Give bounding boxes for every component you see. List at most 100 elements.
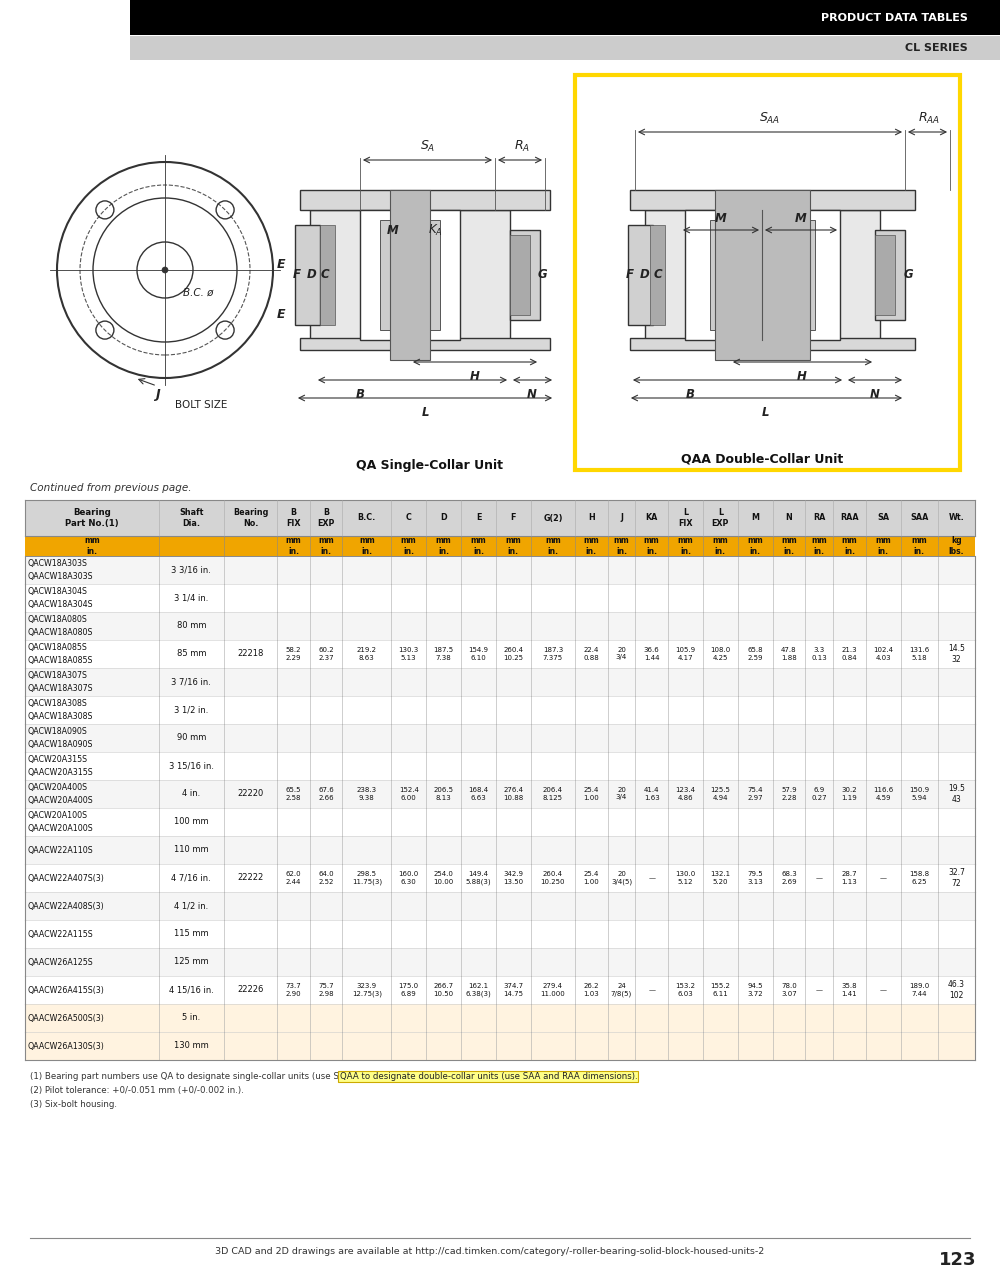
Text: 3.3
0.13: 3.3 0.13 xyxy=(811,648,827,660)
Text: mm
in.: mm in. xyxy=(286,536,301,556)
Text: (3) Six-bolt housing.: (3) Six-bolt housing. xyxy=(30,1100,117,1108)
Text: 123.4
4.86: 123.4 4.86 xyxy=(675,787,695,800)
Text: 160.0
6.30: 160.0 6.30 xyxy=(399,872,419,884)
Text: 130.3
5.13: 130.3 5.13 xyxy=(399,648,419,660)
Text: B
FIX: B FIX xyxy=(286,508,301,527)
Text: kg
lbs.: kg lbs. xyxy=(949,536,964,556)
Text: QACW18A304S: QACW18A304S xyxy=(28,588,88,596)
Text: QAACW22A115S: QAACW22A115S xyxy=(28,929,94,938)
Text: $S_A$: $S_A$ xyxy=(420,140,435,154)
Text: QACW18A080S: QACW18A080S xyxy=(28,616,88,625)
Text: B: B xyxy=(356,388,364,401)
Text: mm
in.: mm in. xyxy=(471,536,486,556)
Text: F: F xyxy=(511,513,516,522)
Text: —: — xyxy=(880,987,887,993)
Text: 22218: 22218 xyxy=(237,649,264,658)
Text: 60.2
2.37: 60.2 2.37 xyxy=(318,648,334,660)
Text: Wt.: Wt. xyxy=(949,513,964,522)
Bar xyxy=(645,210,880,340)
Text: mm
in.: mm in. xyxy=(401,536,417,556)
Text: QAACW20A315S: QAACW20A315S xyxy=(28,768,94,777)
Text: —: — xyxy=(880,876,887,881)
Bar xyxy=(25,696,975,724)
Bar xyxy=(25,864,975,892)
Text: 3 1/4 in.: 3 1/4 in. xyxy=(174,594,208,603)
Text: QAACW18A085S: QAACW18A085S xyxy=(28,655,94,664)
Text: 78.0
3.07: 78.0 3.07 xyxy=(781,983,797,997)
Text: 115 mm: 115 mm xyxy=(174,929,209,938)
Text: QAACW26A500S(3): QAACW26A500S(3) xyxy=(28,1014,105,1023)
Text: 130.0
5.12: 130.0 5.12 xyxy=(675,872,696,884)
Text: $S_{AA}$: $S_{AA}$ xyxy=(759,111,781,125)
Bar xyxy=(630,189,915,210)
Text: 260.4
10.25: 260.4 10.25 xyxy=(503,648,523,660)
Text: $R_{AA}$: $R_{AA}$ xyxy=(918,111,941,125)
Text: KA: KA xyxy=(646,513,658,522)
Text: 80 mm: 80 mm xyxy=(177,622,206,631)
Bar xyxy=(380,220,440,330)
Text: 206.4
8.125: 206.4 8.125 xyxy=(543,787,563,800)
Text: 260.4
10.250: 260.4 10.250 xyxy=(541,872,565,884)
Text: F: F xyxy=(626,269,634,282)
Text: 189.0
7.44: 189.0 7.44 xyxy=(909,983,929,997)
Bar xyxy=(130,0,1000,35)
Text: QAACW18A080S: QAACW18A080S xyxy=(28,627,94,636)
Text: QACW18A307S: QACW18A307S xyxy=(28,671,88,681)
Text: 32.7
72: 32.7 72 xyxy=(948,868,965,888)
Text: mm
in.: mm in. xyxy=(359,536,375,556)
Text: 4 in.: 4 in. xyxy=(182,790,200,799)
Text: mm
in.: mm in. xyxy=(712,536,728,556)
Bar xyxy=(25,724,975,751)
Text: QAACW18A304S: QAACW18A304S xyxy=(28,599,94,609)
Text: C: C xyxy=(406,513,412,522)
Text: QAACW20A100S: QAACW20A100S xyxy=(28,823,94,833)
Text: 116.6
4.59: 116.6 4.59 xyxy=(873,787,893,800)
Text: 279.4
11.000: 279.4 11.000 xyxy=(541,983,565,997)
Bar xyxy=(25,556,975,584)
Text: 68.3
2.69: 68.3 2.69 xyxy=(781,872,797,884)
Text: Bearing
No.: Bearing No. xyxy=(233,508,268,527)
Text: H: H xyxy=(588,513,595,522)
Text: 58.2
2.29: 58.2 2.29 xyxy=(286,648,301,660)
Text: 36.6
1.44: 36.6 1.44 xyxy=(644,648,660,660)
Text: mm
in.: mm in. xyxy=(811,536,827,556)
Text: M: M xyxy=(715,212,727,225)
Text: —: — xyxy=(648,987,655,993)
Text: QAACW26A130S(3): QAACW26A130S(3) xyxy=(28,1042,105,1051)
Text: L
FIX: L FIX xyxy=(678,508,693,527)
Text: 153.2
6.03: 153.2 6.03 xyxy=(675,983,695,997)
Text: QACW20A100S: QACW20A100S xyxy=(28,812,88,820)
Text: 4 7/16 in.: 4 7/16 in. xyxy=(171,873,211,882)
Text: 22.4
0.88: 22.4 0.88 xyxy=(583,648,599,660)
Text: 65.8
2.59: 65.8 2.59 xyxy=(747,648,763,660)
Text: QAA to designate double-collar units (use SAA and RAA dimensions).: QAA to designate double-collar units (us… xyxy=(340,1073,637,1082)
Text: mm
in.: mm in. xyxy=(583,536,599,556)
Text: QACW18A085S: QACW18A085S xyxy=(28,644,88,653)
Text: BOLT SIZE: BOLT SIZE xyxy=(175,399,227,410)
Text: Bearing
Part No.(1): Bearing Part No.(1) xyxy=(65,508,119,527)
Text: CL SERIES: CL SERIES xyxy=(905,44,968,52)
Text: 47.8
1.88: 47.8 1.88 xyxy=(781,648,797,660)
Text: 175.0
6.89: 175.0 6.89 xyxy=(399,983,419,997)
Text: QACW18A308S: QACW18A308S xyxy=(28,699,88,708)
Text: 21.3
0.84: 21.3 0.84 xyxy=(842,648,857,660)
Text: 149.4
5.88(3): 149.4 5.88(3) xyxy=(466,872,491,884)
Text: 75.7
2.98: 75.7 2.98 xyxy=(318,983,334,997)
Bar xyxy=(300,338,550,349)
Bar xyxy=(30,65,970,480)
Text: D: D xyxy=(440,513,447,522)
Bar xyxy=(25,836,975,864)
Bar xyxy=(685,210,840,340)
Text: QACW20A400S: QACW20A400S xyxy=(28,783,88,792)
Text: B
EXP: B EXP xyxy=(317,508,335,527)
Text: 22220: 22220 xyxy=(237,790,264,799)
Text: 266.7
10.50: 266.7 10.50 xyxy=(434,983,454,997)
Text: 19.5
43: 19.5 43 xyxy=(948,785,965,804)
Text: 150.9
5.94: 150.9 5.94 xyxy=(909,787,929,800)
Bar xyxy=(25,751,975,780)
Circle shape xyxy=(162,268,168,273)
Text: QAACW18A303S: QAACW18A303S xyxy=(28,572,94,581)
Text: mm
in.: mm in. xyxy=(747,536,763,556)
Text: 41.4
1.63: 41.4 1.63 xyxy=(644,787,660,800)
Bar xyxy=(650,225,665,325)
